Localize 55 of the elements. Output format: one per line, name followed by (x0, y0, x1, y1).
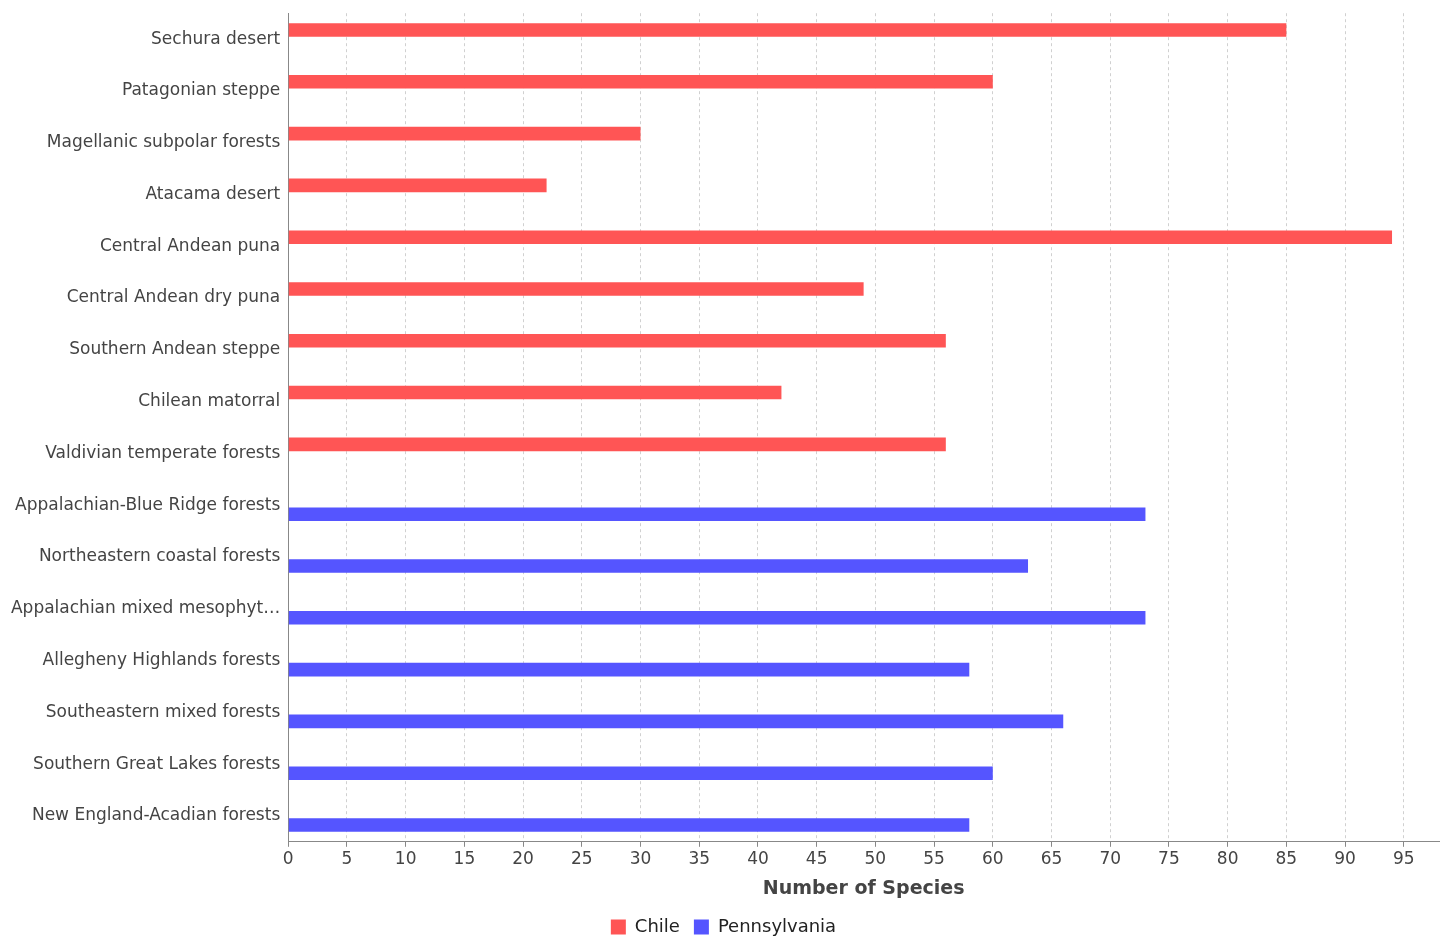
bar (288, 559, 1029, 573)
y-tick-label: Patagonian steppe (121, 79, 281, 100)
x-tick-label: 25 (570, 848, 593, 869)
x-tick-label: 30 (629, 848, 652, 869)
x-tick-label: 90 (1334, 848, 1356, 869)
x-tick-label: 35 (688, 848, 711, 869)
y-tick-label: Southeastern mixed forests (45, 700, 281, 721)
y-tick-label: Southern Great Lakes forests (33, 752, 281, 773)
legend-label: Chile (634, 914, 680, 936)
y-tick-label: Appalachian mixed mesophyt… (10, 597, 281, 618)
bar (288, 437, 946, 452)
x-tick-label: 60 (981, 848, 1004, 869)
y-tick-label: Atacama desert (145, 182, 281, 203)
y-tick-label: Central Andean puna (99, 234, 281, 255)
x-tick-label: 70 (1099, 848, 1122, 869)
x-tick-label: 65 (1040, 848, 1063, 869)
x-tick-label: 45 (805, 848, 828, 869)
y-tick-label: Appalachian-Blue Ridge forests (15, 493, 281, 514)
x-tick-label: 95 (1392, 848, 1415, 869)
y-tick-label: Valdivian temperate forests (45, 441, 281, 462)
x-tick-label: 15 (453, 848, 476, 869)
bar (288, 230, 1393, 244)
bar (288, 333, 946, 348)
y-tick-label: Southern Andean steppe (69, 338, 281, 359)
x-axis-title: Number of Species (762, 875, 965, 898)
bar (288, 126, 641, 141)
x-tick-label: 55 (923, 848, 945, 869)
x-tick-label: 20 (512, 848, 534, 869)
bar (288, 23, 1287, 37)
bar (288, 818, 970, 832)
x-tick-label: 80 (1216, 848, 1239, 869)
x-tick-label: 5 (341, 848, 353, 869)
bar (288, 662, 970, 677)
y-tick-label: New England-Acadian forests (31, 804, 281, 825)
bar (288, 385, 782, 400)
y-tick-label: Central Andean dry puna (66, 286, 281, 307)
bar (288, 766, 993, 780)
x-tick-label: 10 (394, 848, 417, 869)
y-tick-label: Sechura desert (151, 27, 281, 48)
y-tick-label: Chilean matorral (138, 390, 281, 411)
x-tick-label: 50 (864, 848, 887, 869)
y-tick-label: Allegheny Highlands forests (42, 648, 281, 669)
y-tick-label: Northeastern coastal forests (38, 545, 281, 566)
bar (288, 178, 547, 193)
bar (288, 75, 993, 89)
y-tick-label: Magellanic subpolar forests (46, 131, 281, 152)
x-tick-label: 85 (1275, 848, 1298, 869)
legend-label: Pennsylvania (717, 914, 837, 936)
x-tick-label: 0 (282, 848, 294, 869)
x-tick-label: 40 (747, 848, 769, 869)
bar (288, 611, 1146, 625)
bar (288, 507, 1146, 522)
bar (288, 714, 1064, 729)
bar (288, 282, 864, 296)
x-tick-label: 75 (1158, 848, 1180, 869)
